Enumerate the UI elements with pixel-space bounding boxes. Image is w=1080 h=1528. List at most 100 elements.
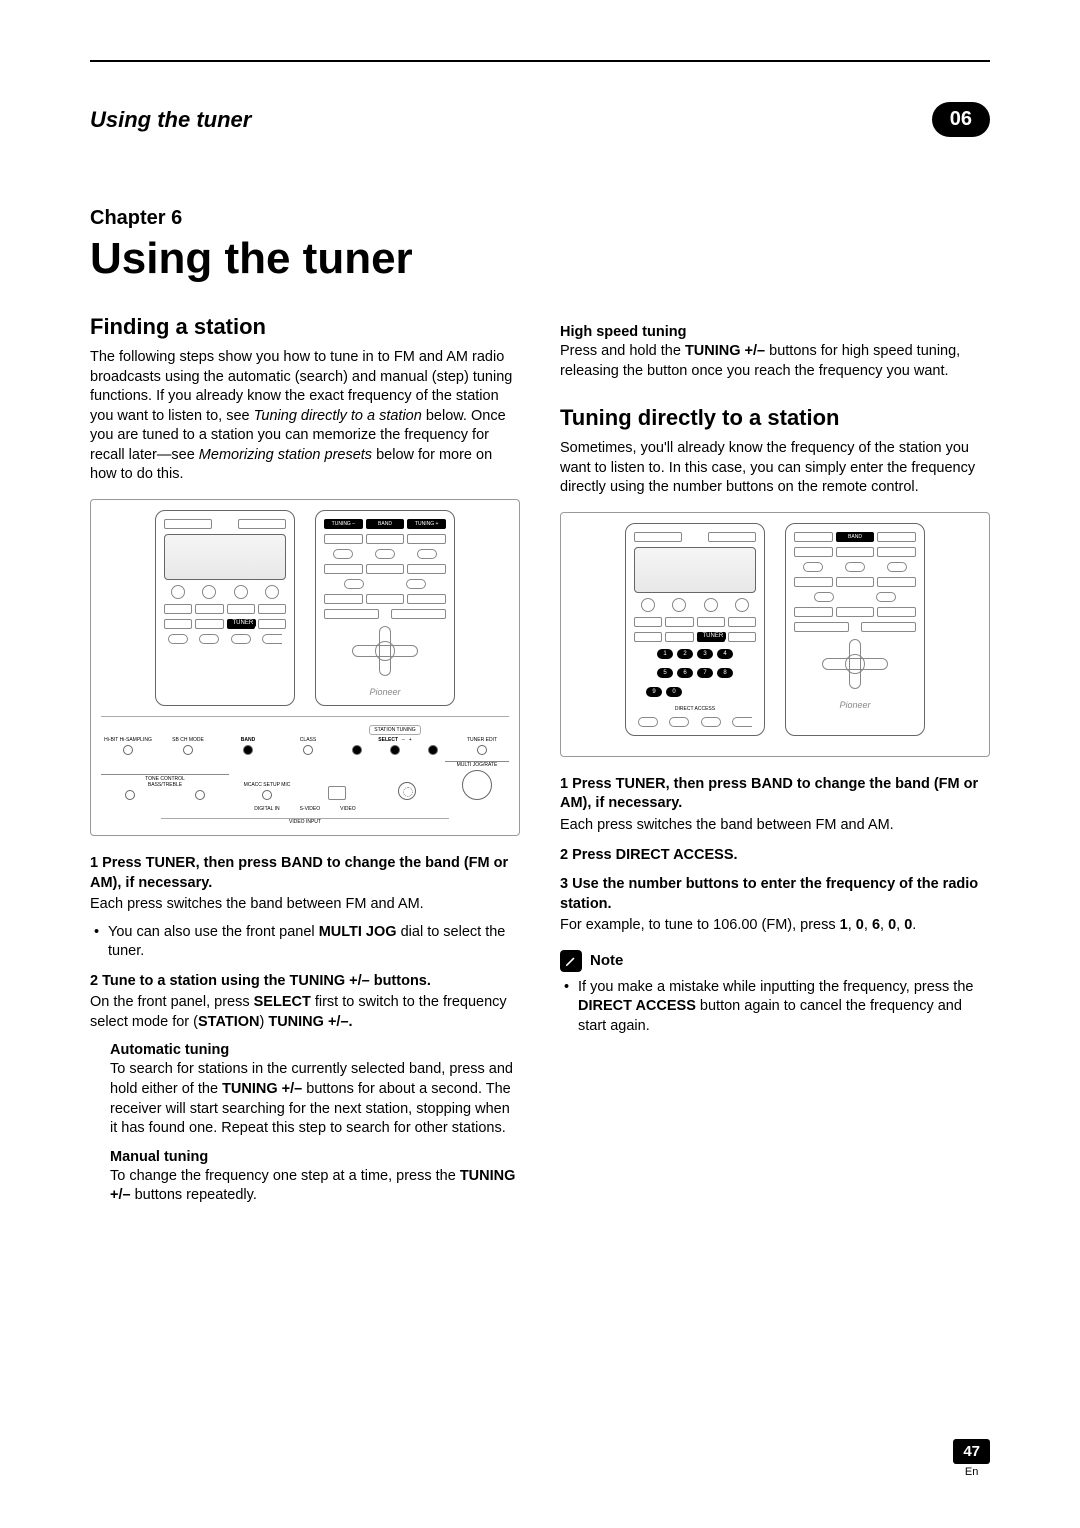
direct-access-label: DIRECT ACCESS: [634, 706, 756, 712]
panel-mcacc-label: MCACC SETUP MIC: [244, 782, 291, 788]
s2a: On the front panel, press: [90, 994, 254, 1010]
remote-circle-btn: [234, 585, 248, 599]
s2d: STATION: [198, 1014, 259, 1030]
s2e: ): [259, 1014, 268, 1030]
num-7: 7: [697, 668, 713, 678]
tuning-plus-btn: TUNING +: [407, 519, 446, 529]
left-step-1-body: Each press switches the band between FM …: [90, 895, 520, 915]
chapter-label: Chapter 6: [90, 207, 990, 230]
panel-plus: +: [409, 737, 412, 743]
num-0: 0: [666, 687, 682, 697]
panel-video-label: VIDEO: [340, 806, 356, 812]
bullet1b: MULTI JOG: [319, 924, 397, 940]
remote-top-btn: [634, 532, 682, 542]
tuning-minus-btn: TUNING –: [324, 519, 363, 529]
remote-lcd: [634, 547, 756, 593]
top-rule: [90, 60, 990, 62]
remotes-row: TUNER TUNING – BAND TUNING +: [101, 510, 509, 706]
left-step-2: 2 Tune to a station using the TUNING +/–…: [90, 972, 520, 992]
num-2: 2: [677, 649, 693, 659]
panel-station-tuning: STATION TUNING: [369, 725, 420, 735]
note-label: Note: [590, 952, 623, 969]
finding-intro: The following steps show you how to tune…: [90, 348, 520, 485]
remote-top-btn: [708, 532, 756, 542]
running-header: Using the tuner 06: [90, 102, 990, 137]
intro-italic-2: Memorizing station presets: [199, 447, 372, 463]
panel-svideo-jack: [398, 782, 416, 800]
tuning-directly-heading: Tuning directly to a station: [560, 405, 990, 431]
remote-top-btn: [164, 519, 212, 529]
panel-tone-control: TONE CONTROL: [101, 774, 229, 782]
panel-class-label: CLASS: [300, 737, 316, 743]
remote-left: TUNER: [155, 510, 295, 706]
s3c: ,: [848, 917, 856, 933]
left-bullet-1: You can also use the front panel MULTI J…: [108, 923, 520, 962]
page-lang: En: [953, 1466, 990, 1478]
panel-hibit-label: Hi-BIT Hi-SAMPLING: [104, 737, 152, 743]
num-6: 6: [677, 668, 693, 678]
right-step-1: 1 Press TUNER, then press BAND to change…: [560, 775, 990, 814]
remote-circle-btn: [171, 585, 185, 599]
auto-tuning-heading: Automatic tuning: [110, 1042, 520, 1058]
manual-tuning-body: To change the frequency one step at a ti…: [110, 1167, 520, 1206]
pioneer-logo: Pioneer: [324, 687, 446, 697]
num-9: 9: [646, 687, 662, 697]
page-footer: 47 En: [953, 1439, 990, 1478]
remote-lcd: [164, 534, 286, 580]
panel-digital-in-jack: [328, 786, 346, 800]
remote-top-btn: [877, 532, 916, 542]
auto-tuning-body: To search for stations in the currently …: [110, 1060, 520, 1138]
s3k: .: [912, 917, 916, 933]
s2f: TUNING +/–.: [268, 1014, 352, 1030]
right-step-3-body: For example, to tune to 106.00 (FM), pre…: [560, 916, 990, 936]
remote-right: TUNING – BAND TUNING + Pioneer: [315, 510, 455, 706]
front-panel-diagram: Hi-BIT Hi-SAMPLING SB CH MODE BAND CLASS…: [101, 716, 509, 825]
num-3: 3: [697, 649, 713, 659]
chapter-title: Using the tuner: [90, 234, 990, 284]
left-step-1: 1 Press TUNER, then press BAND to change…: [90, 854, 520, 893]
num-4: 4: [717, 649, 733, 659]
hst-b: TUNING +/–: [685, 343, 765, 359]
note-bullet: If you make a mistake while inputting th…: [578, 978, 990, 1037]
auto-b: TUNING +/–: [222, 1081, 302, 1097]
hst-a: Press and hold the: [560, 343, 685, 359]
band-btn: BAND: [836, 532, 875, 542]
right-column: High speed tuning Press and hold the TUN…: [560, 314, 990, 1214]
running-title: Using the tuner: [90, 107, 251, 133]
remote-top-btn: [794, 532, 833, 542]
num-1: 1: [657, 649, 673, 659]
remote-top-btn: [238, 519, 286, 529]
s3g: ,: [880, 917, 888, 933]
note-header: Note: [560, 950, 990, 972]
content-columns: Finding a station The following steps sh…: [90, 314, 990, 1214]
s3e: ,: [864, 917, 872, 933]
panel-digital-in-label: DIGITAL IN: [254, 806, 279, 812]
band-btn: BAND: [366, 519, 405, 529]
intro-italic-1: Tuning directly to a station: [254, 408, 422, 424]
s3h: 0: [888, 917, 896, 933]
note-a: If you make a mistake while inputting th…: [578, 979, 973, 995]
tuner-button-label: TUNER: [700, 632, 727, 640]
note-b: DIRECT ACCESS: [578, 998, 696, 1014]
pencil-icon: [560, 950, 582, 972]
panel-minus: –: [402, 737, 405, 743]
manual-c: buttons repeatedly.: [131, 1187, 257, 1203]
panel-video-input-label: VIDEO INPUT: [161, 818, 449, 825]
bullet1a: You can also use the front panel: [108, 924, 319, 940]
panel-band-label: BAND: [241, 737, 255, 743]
remotes-row-2: TUNER 1 2 3 4 5 6 7 8: [571, 523, 979, 736]
panel-multi-jog-dial: [462, 770, 492, 800]
num-8: 8: [717, 668, 733, 678]
panel-svideo-label: S-VIDEO: [300, 806, 321, 812]
panel-select-label: SELECT: [378, 737, 398, 743]
pioneer-logo: Pioneer: [794, 700, 916, 710]
remote-right-2: BAND Pioneer: [785, 523, 925, 736]
panel-tuner-edit-label: TUNER EDIT: [467, 737, 497, 743]
s3d: 0: [856, 917, 864, 933]
s3i: ,: [896, 917, 904, 933]
manual-tuning-heading: Manual tuning: [110, 1149, 520, 1165]
s2b: SELECT: [254, 994, 311, 1010]
manual-a: To change the frequency one step at a ti…: [110, 1168, 460, 1184]
remote-circle-btn: [202, 585, 216, 599]
remote-and-panel-illustration: TUNER TUNING – BAND TUNING +: [90, 499, 520, 836]
